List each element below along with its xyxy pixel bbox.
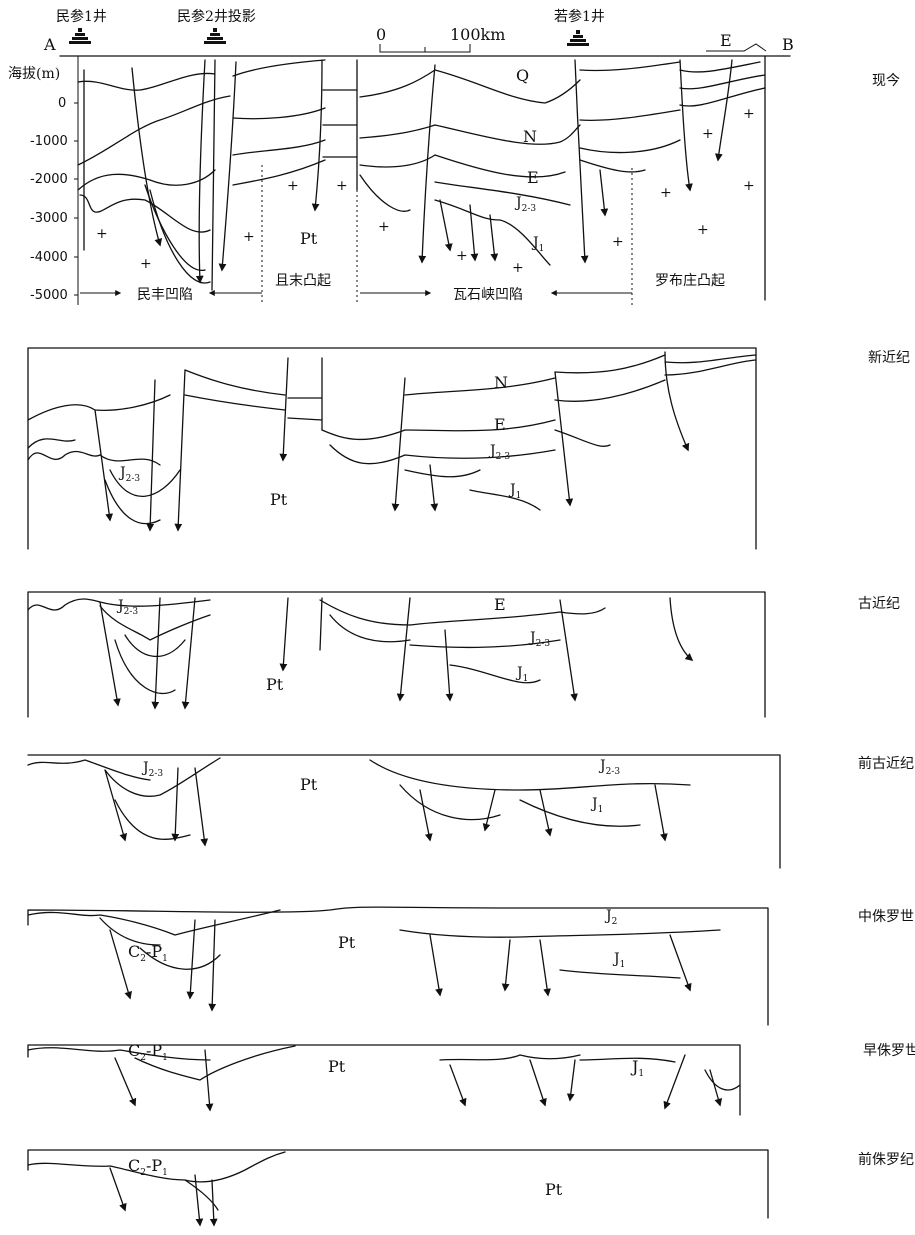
y-tick: -3000: [30, 211, 68, 226]
formation-label: Pt: [328, 1057, 346, 1076]
formation-label: J1: [612, 951, 625, 970]
well-icon: [69, 28, 91, 44]
formation-label: Q: [516, 66, 529, 85]
formation-label: J2-3: [488, 443, 510, 462]
time-label: 前侏罗纪: [858, 1151, 914, 1168]
formation-label: J1: [515, 665, 528, 684]
basement-symbols: + + + + + + + + + + + + + +: [96, 106, 755, 276]
formation-label: N: [523, 127, 537, 146]
svg-text:+: +: [456, 248, 468, 264]
formation-label: E: [494, 415, 506, 434]
panel-neogene: N E J2-3 J2-3 J1 Pt 新近纪: [27, 347, 910, 550]
y-tick: -4000: [30, 250, 68, 265]
time-label: 早侏罗世: [863, 1043, 915, 1059]
e-marker: E: [720, 31, 732, 50]
well-icon: [567, 30, 589, 46]
formation-label: E: [494, 595, 506, 614]
y-ticks: 0 -1000 -2000 -3000 -4000 -5000: [30, 96, 78, 303]
formation-label: Pt: [300, 775, 318, 794]
unit-label-minfeng: 民丰凹陷: [137, 287, 193, 303]
y-tick: -2000: [30, 172, 68, 187]
formation-label: C2-P1: [128, 1156, 168, 1178]
formation-label: Pt: [270, 490, 288, 509]
svg-text:+: +: [243, 229, 255, 245]
panel-early-jurassic: C2-P1 J1 Pt 早侏罗世: [27, 1041, 915, 1116]
formation-label: J2: [604, 908, 617, 927]
point-a-label: A: [43, 35, 56, 54]
svg-text:+: +: [96, 226, 108, 242]
formation-label: C2-P1: [128, 942, 168, 964]
svg-text:+: +: [743, 106, 755, 122]
y-tick: -1000: [30, 134, 68, 149]
unit-label-washixia: 瓦石峡凹陷: [453, 287, 523, 303]
svg-text:+: +: [743, 178, 755, 194]
panel-paleogene: E J2-3 J2-3 J1 Pt 古近纪: [27, 591, 900, 718]
scale-bar: 0 100km: [376, 25, 505, 53]
formation-label: Pt: [300, 229, 318, 248]
panel-middle-jurassic: J2 C2-P1 J1 Pt 中侏罗世: [27, 906, 914, 1026]
formation-label: E: [527, 168, 539, 187]
formation-label: J2-3: [514, 195, 536, 214]
formation-label: J2-3: [528, 630, 550, 649]
formation-label: J1: [531, 235, 544, 254]
panel-pre-paleogene: J2-3 J2-3 J1 Pt 前古近纪: [27, 754, 914, 869]
panel-pre-jurassic: C2-P1 Pt 前侏罗纪: [27, 1149, 914, 1227]
panel-present: A B 民参1井 民参2井投影 若参1井 0 100km E 海拔(m: [8, 8, 900, 305]
formation-label: J1: [508, 482, 521, 501]
formation-label: N: [494, 373, 508, 392]
y-axis-title: 海拔(m): [8, 66, 60, 82]
svg-text:+: +: [697, 222, 709, 238]
formation-label: Pt: [545, 1180, 563, 1199]
svg-text:+: +: [512, 260, 524, 276]
point-b-label: B: [782, 35, 794, 54]
y-tick: 0: [58, 96, 66, 111]
formation-label: C2-P1: [128, 1041, 168, 1063]
scale-end: 100km: [450, 25, 505, 44]
y-tick: -5000: [30, 288, 68, 303]
formation-label: J1: [630, 1057, 644, 1079]
svg-text:+: +: [140, 256, 152, 272]
scale-zero: 0: [376, 25, 386, 44]
svg-text:+: +: [378, 219, 390, 235]
formation-label: J2-3: [118, 465, 140, 484]
formation-label: Pt: [338, 933, 356, 952]
time-label: 前古近纪: [858, 755, 914, 772]
svg-text:+: +: [287, 178, 299, 194]
time-label: 现今: [872, 73, 900, 89]
time-label: 新近纪: [868, 350, 910, 366]
formation-label: J1: [590, 796, 603, 815]
formation-label: J2-3: [141, 760, 163, 779]
formation-label: Pt: [266, 675, 284, 694]
svg-text:+: +: [702, 126, 714, 142]
unit-label-luobuzhuang: 罗布庄凸起: [655, 272, 725, 289]
formation-label: J2-3: [116, 598, 138, 617]
svg-text:+: +: [660, 185, 672, 201]
well-label-1: 民参1井: [56, 8, 107, 25]
well-icon: [204, 28, 226, 44]
well-label-3: 若参1井: [554, 8, 605, 25]
formation-label: J2-3: [598, 758, 620, 777]
time-label: 古近纪: [858, 596, 900, 612]
time-label: 中侏罗世: [858, 909, 914, 925]
well-label-2: 民参2井投影: [177, 8, 256, 25]
unit-label-qiemo: 且末凸起: [275, 273, 331, 289]
svg-text:+: +: [612, 234, 624, 250]
svg-text:+: +: [336, 178, 348, 194]
